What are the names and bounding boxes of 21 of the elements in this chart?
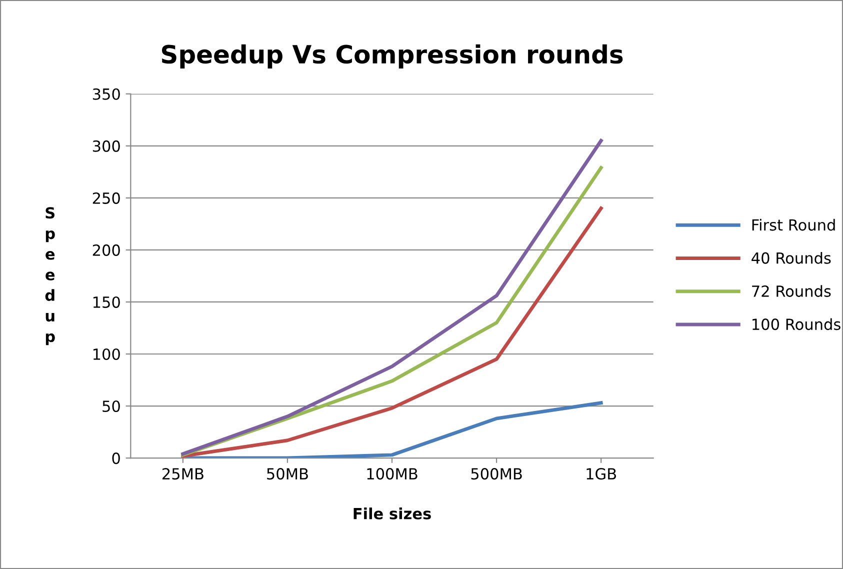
legend-label: 72 Rounds bbox=[752, 285, 831, 297]
y-tick-label: 200 bbox=[92, 244, 120, 256]
legend-label: 100 Rounds bbox=[752, 318, 840, 330]
y-tick-label: 350 bbox=[92, 88, 120, 100]
legend-label: 40 Rounds bbox=[752, 252, 831, 264]
y-tick-label: 0 bbox=[112, 452, 120, 464]
y-tick-label: 100 bbox=[93, 348, 120, 360]
chart-title: Speedup Vs Compression rounds bbox=[162, 44, 623, 69]
y-tick-label: 50 bbox=[102, 400, 120, 412]
legend-label: First Round bbox=[752, 218, 835, 231]
x-tick-label: 500MB bbox=[471, 468, 522, 480]
line-series bbox=[181, 401, 603, 458]
x-tick-label: 50MB bbox=[267, 468, 308, 480]
y-tick-label: 250 bbox=[92, 192, 120, 204]
x-tick-label: 25MB bbox=[162, 468, 204, 480]
y-tick-label: 150 bbox=[93, 296, 120, 308]
y-axis-title: Speedup bbox=[45, 207, 55, 346]
x-axis-title: File sizes bbox=[354, 508, 431, 520]
x-tick-label: 100MB bbox=[367, 468, 418, 480]
x-tick-label: 1GB bbox=[586, 468, 616, 480]
y-tick-label: 300 bbox=[92, 140, 120, 152]
